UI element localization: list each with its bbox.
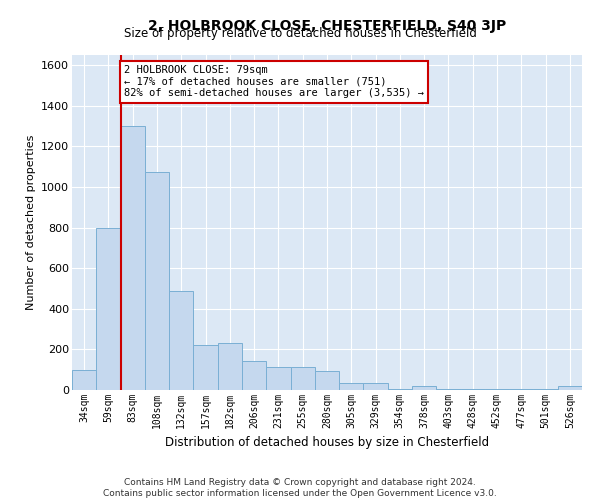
Bar (509, 389, 533, 390)
X-axis label: Distribution of detached houses by size in Chesterfield: Distribution of detached houses by size … (165, 436, 489, 450)
Bar (315, 370, 339, 390)
Bar (72, 370, 96, 390)
Bar (485, 389, 509, 390)
Bar (145, 172, 169, 390)
Text: 2 HOLBROOK CLOSE: 79sqm
← 17% of detached houses are smaller (751)
82% of semi-d: 2 HOLBROOK CLOSE: 79sqm ← 17% of detache… (124, 65, 424, 98)
Bar (193, 346, 218, 390)
Text: Size of property relative to detached houses in Chesterfield: Size of property relative to detached ho… (124, 28, 476, 40)
Bar (242, 360, 266, 390)
Y-axis label: Number of detached properties: Number of detached properties (26, 135, 35, 310)
Title: 2, HOLBROOK CLOSE, CHESTERFIELD, S40 3JP: 2, HOLBROOK CLOSE, CHESTERFIELD, S40 3JP (148, 19, 506, 33)
Bar (339, 383, 364, 390)
Bar (290, 366, 315, 390)
Bar (412, 386, 436, 390)
Bar (558, 386, 582, 390)
Bar (218, 344, 242, 390)
Bar (388, 389, 412, 390)
Bar (436, 389, 461, 390)
Bar (533, 389, 558, 390)
Bar (169, 290, 193, 390)
Text: Contains HM Land Registry data © Crown copyright and database right 2024.
Contai: Contains HM Land Registry data © Crown c… (103, 478, 497, 498)
Bar (364, 383, 388, 390)
Bar (266, 366, 290, 390)
Bar (121, 126, 145, 390)
Bar (96, 228, 121, 390)
Bar (461, 389, 485, 390)
